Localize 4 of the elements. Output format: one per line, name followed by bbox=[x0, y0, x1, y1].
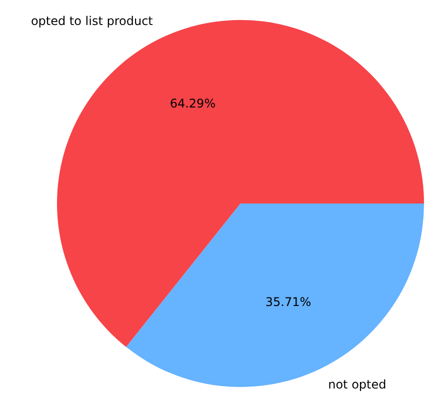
slice-label: not opted bbox=[328, 377, 386, 392]
data-label: 35.71% bbox=[265, 294, 312, 309]
data-label: 64.29% bbox=[170, 96, 216, 110]
slice-label: opted to list product bbox=[30, 14, 154, 28]
